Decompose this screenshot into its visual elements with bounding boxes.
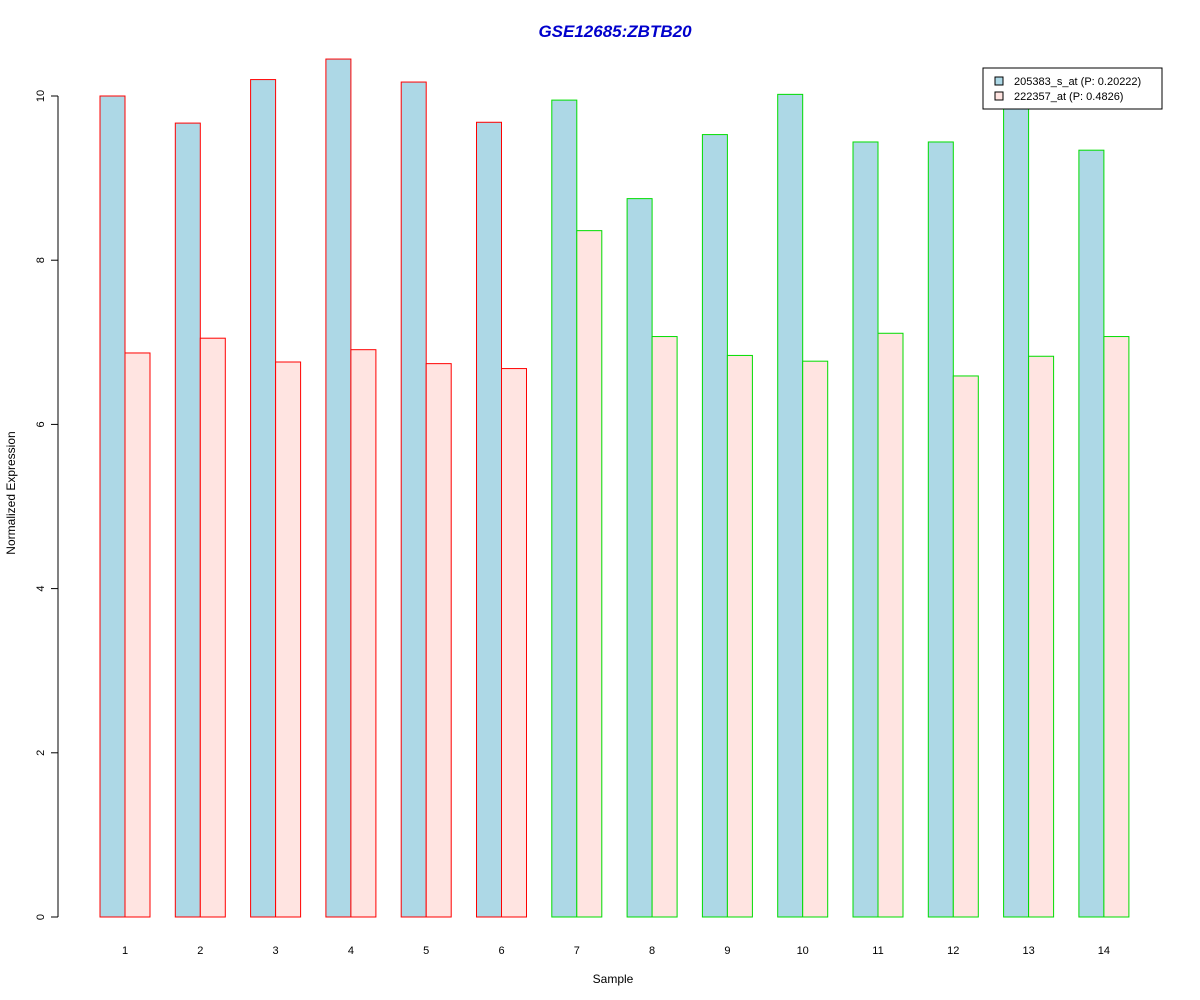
x-tick-label: 6 <box>498 945 504 957</box>
bar-sample-2-series-1 <box>174 122 201 918</box>
bar-sample-10-series-1 <box>777 93 804 918</box>
x-tick-label: 4 <box>348 945 354 957</box>
bar-sample-14-series-1 <box>1078 149 1105 918</box>
bar-sample-8-series-2 <box>651 336 678 918</box>
x-tick-label: 7 <box>574 945 580 957</box>
y-tick-label: 0 <box>35 914 47 920</box>
bar-sample-1-series-1 <box>99 95 126 918</box>
legend: 205383_s_at (P: 0.20222) 222357_at (P: 0.… <box>982 67 1163 110</box>
x-tick-label: 5 <box>423 945 429 957</box>
bar-sample-11-series-1 <box>852 141 879 918</box>
bar-sample-12-series-2 <box>952 375 979 918</box>
y-tick-label: 10 <box>35 90 47 102</box>
legend-swatch <box>994 91 1004 101</box>
bar-sample-4-series-1 <box>325 58 352 918</box>
bar-sample-9-series-2 <box>726 354 753 918</box>
bar-sample-13-series-2 <box>1028 355 1055 918</box>
bar-sample-13-series-1 <box>1003 103 1030 918</box>
x-tick-label: 10 <box>797 945 809 957</box>
bar-sample-5-series-1 <box>400 81 427 918</box>
y-tick-label: 4 <box>35 586 47 592</box>
y-tick-label: 6 <box>35 421 47 427</box>
bar-sample-6-series-1 <box>476 121 502 918</box>
bar-sample-1-series-2 <box>124 352 151 918</box>
legend-entry-label: 222357_at (P: 0.4826) <box>1014 91 1123 103</box>
bar-sample-7-series-1 <box>551 99 578 918</box>
legend-box <box>982 67 1163 110</box>
x-tick-label: 3 <box>273 945 279 957</box>
legend-entry-label: 205383_s_at (P: 0.20222) <box>1014 76 1141 88</box>
bar-sample-12-series-1 <box>927 141 954 918</box>
bars-layer <box>99 58 1130 918</box>
bar-sample-2-series-2 <box>199 337 226 918</box>
bar-sample-14-series-2 <box>1103 336 1130 918</box>
x-tick-label: 12 <box>947 945 959 957</box>
bar-sample-5-series-2 <box>425 363 452 918</box>
bar-sample-3-series-2 <box>275 361 302 918</box>
bar-sample-8-series-1 <box>626 198 653 918</box>
chart-title: GSE12685:ZBTB20 <box>538 22 692 41</box>
x-tick-label: 11 <box>872 945 883 957</box>
x-tick-label: 9 <box>724 945 730 957</box>
y-tick-label: 8 <box>35 257 47 263</box>
bar-sample-9-series-1 <box>701 134 728 918</box>
x-tick-label: 2 <box>197 945 203 957</box>
y-axis: 0 2 4 6 8 10 <box>35 90 59 920</box>
x-tick-label: 13 <box>1022 945 1034 957</box>
x-axis-label: Sample <box>593 972 634 986</box>
bar-sample-6-series-2 <box>501 368 527 918</box>
y-tick-label: 2 <box>35 750 47 756</box>
bar-sample-10-series-2 <box>802 360 829 918</box>
y-axis-label: Normalized Expression <box>4 431 18 554</box>
bar-sample-7-series-2 <box>576 230 603 918</box>
bar-sample-3-series-1 <box>250 79 277 918</box>
x-tick-label: 1 <box>122 945 128 957</box>
bar-sample-4-series-2 <box>350 349 377 918</box>
x-tick-label: 14 <box>1098 945 1110 957</box>
x-tick-label: 8 <box>649 945 655 957</box>
x-axis: 1 2 3 4 5 6 7 8 9 10 11 12 13 14 <box>122 945 1110 957</box>
bar-sample-11-series-2 <box>877 332 904 918</box>
legend-swatch <box>994 76 1004 86</box>
